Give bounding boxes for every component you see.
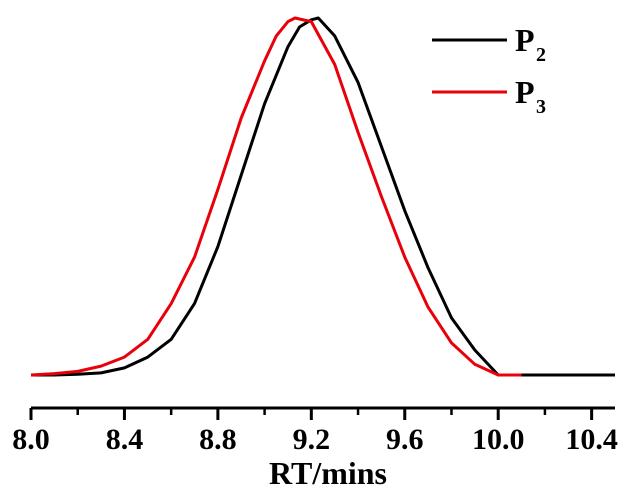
- legend-subscript-p3: 3: [536, 96, 546, 118]
- legend-subscript-p2: 2: [536, 44, 546, 66]
- x-ticks: [29, 408, 594, 420]
- x-tick-label: 10.0: [472, 423, 525, 456]
- x-tick-label: 10.4: [565, 423, 618, 456]
- legend-label-p2: P: [515, 22, 535, 58]
- series-line-p3: [30, 16, 522, 377]
- x-tick-label: 8.8: [199, 423, 237, 456]
- x-axis-title: RT/mins: [269, 455, 387, 491]
- x-tick-label: 9.6: [386, 423, 424, 456]
- x-tick-label: 9.2: [293, 423, 331, 456]
- legend: P 2P 3: [432, 22, 546, 118]
- x-tick-labels: 8.0 8.4 8.8 9.2 9.6 10.0 10.4: [12, 423, 618, 456]
- plot-lines: [30, 16, 615, 377]
- legend-label-p3: P: [515, 74, 535, 110]
- x-tick-label: 8.4: [106, 423, 144, 456]
- x-tick-label: 8.0: [12, 423, 50, 456]
- series-line-p2: [31, 16, 615, 377]
